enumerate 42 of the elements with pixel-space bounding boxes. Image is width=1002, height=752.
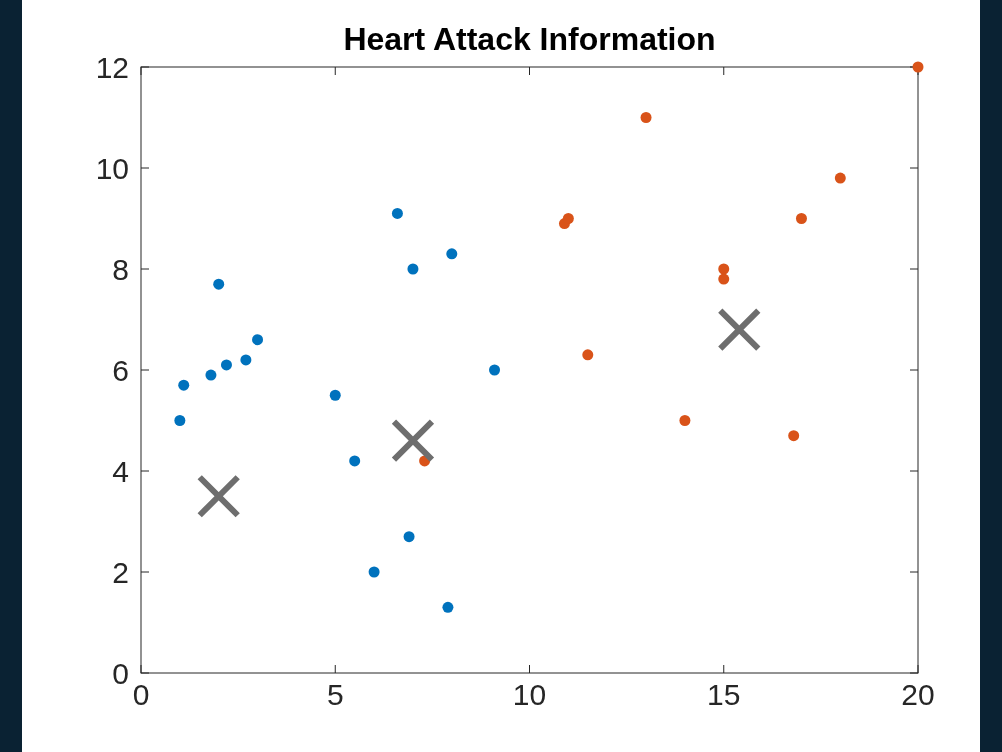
point (562, 213, 574, 224)
x-tick-label: 0 (132, 678, 150, 711)
y-tick-label: 12 (95, 50, 129, 84)
point (196, 474, 241, 519)
point (718, 273, 730, 285)
point (220, 359, 232, 371)
point (489, 364, 501, 376)
point (442, 601, 454, 613)
y-tick-label: 10 (95, 151, 129, 185)
point (912, 61, 924, 73)
point (205, 369, 217, 381)
point (213, 278, 225, 290)
chart-title: Heart Attack Information (343, 21, 716, 57)
point (390, 418, 435, 463)
point (679, 415, 691, 426)
point (174, 415, 186, 426)
point (407, 263, 419, 275)
y-tick-label: 2 (112, 555, 129, 589)
point (582, 349, 594, 361)
y-tick-label: 8 (112, 252, 129, 286)
point (640, 112, 652, 123)
point (252, 334, 264, 346)
point (446, 248, 458, 260)
point (240, 354, 252, 366)
point (403, 531, 415, 543)
x-tick-label: 5 (326, 678, 344, 711)
point (795, 213, 807, 224)
x-tick-label: 20 (901, 678, 935, 711)
point (788, 430, 800, 442)
point (718, 263, 730, 275)
point (349, 455, 361, 467)
point (178, 379, 190, 391)
point (834, 172, 846, 184)
x-tick-label: 10 (512, 678, 547, 711)
y-tick-label: 6 (112, 353, 129, 387)
y-tick-label: 4 (112, 454, 129, 488)
x-tick-label: 15 (707, 678, 741, 711)
y-tick-label: 0 (112, 656, 129, 690)
point (368, 566, 380, 578)
point (391, 207, 403, 219)
point (329, 389, 341, 401)
point (717, 307, 762, 352)
